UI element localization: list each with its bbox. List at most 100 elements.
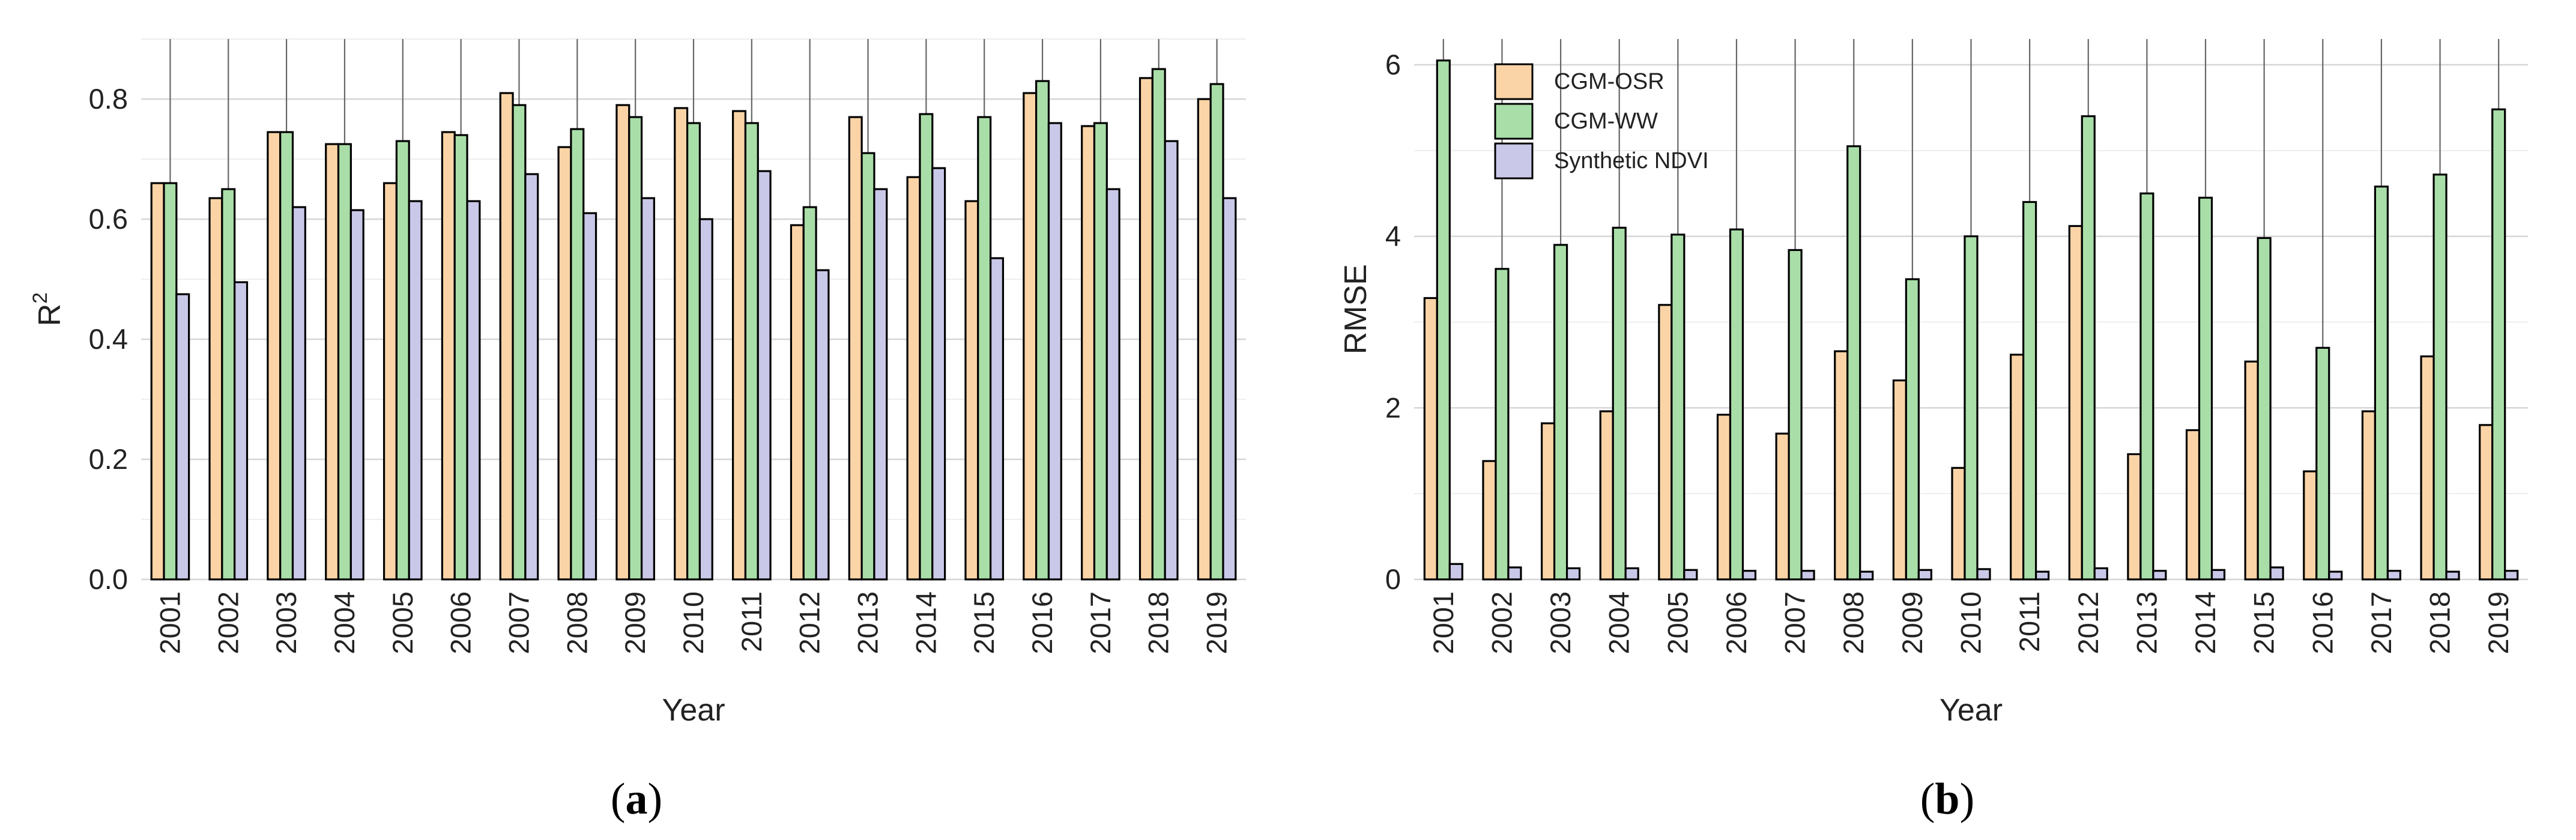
panel-b-bar-cgm-ww-2008 (1846, 145, 1861, 581)
panel-a-bar-cgm-osr-2011 (732, 110, 747, 581)
panel-b-bar-cgm-osr-2013 (2127, 453, 2142, 581)
panel-a-x-tick-label: 2016 (1026, 591, 1058, 654)
panel-b-y-tick-label: 6 (1385, 49, 1401, 80)
panel-a-bar-synthetic-ndvi-2014 (931, 167, 946, 581)
panel-a-bar-cgm-osr-2015 (964, 200, 979, 581)
panel-b-bar-synthetic-ndvi-2016 (2328, 570, 2343, 581)
panel-b-bar-cgm-osr-2014 (2185, 429, 2201, 581)
panel-b-bar-cgm-ww-2017 (2374, 186, 2389, 581)
panel-a-bar-synthetic-ndvi-2001 (175, 293, 190, 581)
panel-b-bar-synthetic-ndvi-2008 (1859, 570, 1874, 581)
panel-a-x-tick-label: 2001 (154, 591, 186, 654)
panel-a-x-tick-label: 2018 (1143, 591, 1175, 654)
panel-a-y-tick-label: 0.4 (89, 323, 128, 355)
panel-b-bar-cgm-osr-2019 (2479, 424, 2494, 581)
panel-a-x-tick-label: 2017 (1084, 591, 1116, 654)
panel-a-x-tick-label: 2009 (619, 591, 651, 654)
panel-b-bar-cgm-ww-2018 (2432, 174, 2448, 581)
panel-a-bar-cgm-ww-2017 (1093, 122, 1108, 581)
panel-b-legend-swatch (1494, 63, 1534, 100)
panel-a-letter: a (626, 775, 648, 824)
panel-b-x-tick-label: 2008 (1837, 591, 1869, 654)
panel-a-x-axis-title: Year (662, 693, 725, 728)
panel-a-bar-cgm-ww-2006 (453, 134, 468, 581)
panel-a-bar-synthetic-ndvi-2009 (640, 197, 655, 581)
panel-b-x-tick-label: 2004 (1603, 591, 1635, 654)
panel-a-bar-cgm-osr-2005 (382, 182, 398, 581)
panel-a-bar-cgm-osr-2017 (1081, 125, 1096, 581)
panel-b-bar-cgm-osr-2001 (1423, 297, 1438, 581)
panel-b-bar-cgm-ww-2004 (1612, 226, 1627, 581)
panel-b-x-tick-label: 2014 (2189, 591, 2221, 654)
panel-a-bar-synthetic-ndvi-2007 (524, 173, 539, 581)
panel-b-bar-synthetic-ndvi-2006 (1741, 570, 1757, 581)
panel-b-bar-cgm-osr-2016 (2303, 470, 2318, 581)
panel-a-bar-cgm-ww-2019 (1209, 83, 1224, 581)
panel-b-bar-cgm-ww-2015 (2257, 237, 2272, 581)
panel-a-bar-cgm-ww-2005 (395, 140, 410, 581)
panel-a-y-tick-label: 0.0 (89, 563, 128, 595)
panel-b-bar-cgm-ww-2010 (1964, 235, 1979, 581)
panel-a-x-tick-label: 2011 (736, 591, 767, 652)
panel-b-x-tick-label: 2015 (2248, 591, 2280, 654)
panel-a-bar-cgm-ww-2004 (337, 143, 352, 581)
panel-b-bar-cgm-osr-2018 (2420, 355, 2435, 581)
panel-a-y-tick-label: 0.6 (89, 203, 128, 235)
panel-b-y-axis-title: RMSE (1338, 264, 1373, 354)
panel-a-x-tick-label: 2019 (1201, 591, 1233, 654)
panel-b-x-axis-title: Year (1940, 693, 2003, 728)
panel-a-bar-cgm-osr-2004 (325, 143, 340, 581)
panel-a-bar-cgm-osr-2013 (848, 116, 863, 581)
panel-a-chart: 0.0 0.2 0.4 0.6 0.8 2001 2002 2003 2004 2005 2006 2… (29, 38, 1246, 728)
panel-a-bar-synthetic-ndvi-2013 (873, 188, 888, 581)
panel-b-bar-synthetic-ndvi-2003 (1565, 567, 1581, 581)
panel-a-bar-synthetic-ndvi-2015 (990, 257, 1005, 581)
panel-a-bar-cgm-ww-2010 (686, 122, 701, 581)
panel-b-bar-cgm-ww-2002 (1495, 268, 1510, 581)
panel-b-legend-swatch (1494, 142, 1534, 180)
panel-b-bar-cgm-osr-2015 (2244, 360, 2259, 581)
panel-a-bar-synthetic-ndvi-2003 (291, 206, 306, 581)
panel-a-x-tick-label: 2014 (910, 591, 942, 654)
panel-b-legend-label: Synthetic NDVI (1554, 148, 1709, 174)
panel-b-bar-synthetic-ndvi-2012 (2093, 567, 2108, 581)
panel-a-bar-cgm-ww-2018 (1151, 68, 1166, 581)
panel-a-x-tick-label: 2002 (212, 591, 244, 654)
panel-b-bar-synthetic-ndvi-2007 (1800, 570, 1815, 581)
panel-a-bar-synthetic-ndvi-2016 (1047, 122, 1062, 581)
panel-b-x-tick-label: 2005 (1661, 591, 1693, 654)
panel-b-bar-synthetic-ndvi-2001 (1448, 563, 1463, 581)
panel-b-chart: 0 2 4 6 2001 2002 2003 2004 2005 2006 2007 2008 2009… (1338, 39, 2528, 728)
panel-a-bar-cgm-ww-2015 (977, 116, 992, 581)
panel-b-x-tick-label: 2009 (1896, 591, 1928, 654)
panel-b-x-tick-label: 2018 (2424, 591, 2456, 654)
panel-a-bar-synthetic-ndvi-2010 (698, 218, 713, 581)
panel-a-bar-synthetic-ndvi-2012 (815, 269, 830, 581)
panel-a-bar-synthetic-ndvi-2004 (349, 209, 364, 581)
panel-b-y-tick-label: 2 (1385, 391, 1401, 423)
panel-b-bar-synthetic-ndvi-2019 (2504, 570, 2519, 581)
panel-b-legend-label: CGM-WW (1554, 109, 1658, 134)
panel-b-bar-cgm-osr-2008 (1834, 350, 1849, 581)
panel-a-bar-cgm-osr-2012 (790, 224, 805, 581)
panel-b-bar-cgm-osr-2006 (1716, 414, 1732, 581)
panel-a-bar-cgm-osr-2016 (1023, 92, 1038, 581)
panel-b-bar-synthetic-ndvi-2014 (2210, 569, 2226, 581)
panel-a-bar-synthetic-ndvi-2019 (1222, 197, 1237, 581)
panel-a-y-axis-superscript: 2 (29, 292, 52, 304)
panel-b-bar-cgm-ww-2007 (1788, 249, 1803, 581)
panel-a-x-tick-label: 2010 (677, 591, 709, 654)
panel-b-bar-cgm-osr-2017 (2361, 410, 2377, 581)
panel-b-bar-synthetic-ndvi-2010 (1976, 568, 1991, 581)
panel-b-bar-cgm-ww-2014 (2198, 196, 2213, 581)
panel-b-bar-cgm-ww-2001 (1436, 59, 1451, 581)
panel-a-x-tick-label: 2007 (503, 591, 534, 654)
panel-b-legend-swatch (1494, 103, 1534, 140)
panel-a-bar-cgm-ww-2007 (512, 104, 527, 581)
panel-a-x-tick-label: 2003 (270, 591, 302, 654)
panel-a-bar-cgm-ww-2002 (221, 188, 236, 581)
panel-a-bar-cgm-osr-2002 (208, 197, 223, 581)
panel-a-bar-cgm-osr-2008 (557, 146, 572, 581)
panel-b-bar-cgm-ww-2013 (2139, 192, 2154, 581)
panel-b-bar-cgm-osr-2007 (1775, 432, 1790, 581)
